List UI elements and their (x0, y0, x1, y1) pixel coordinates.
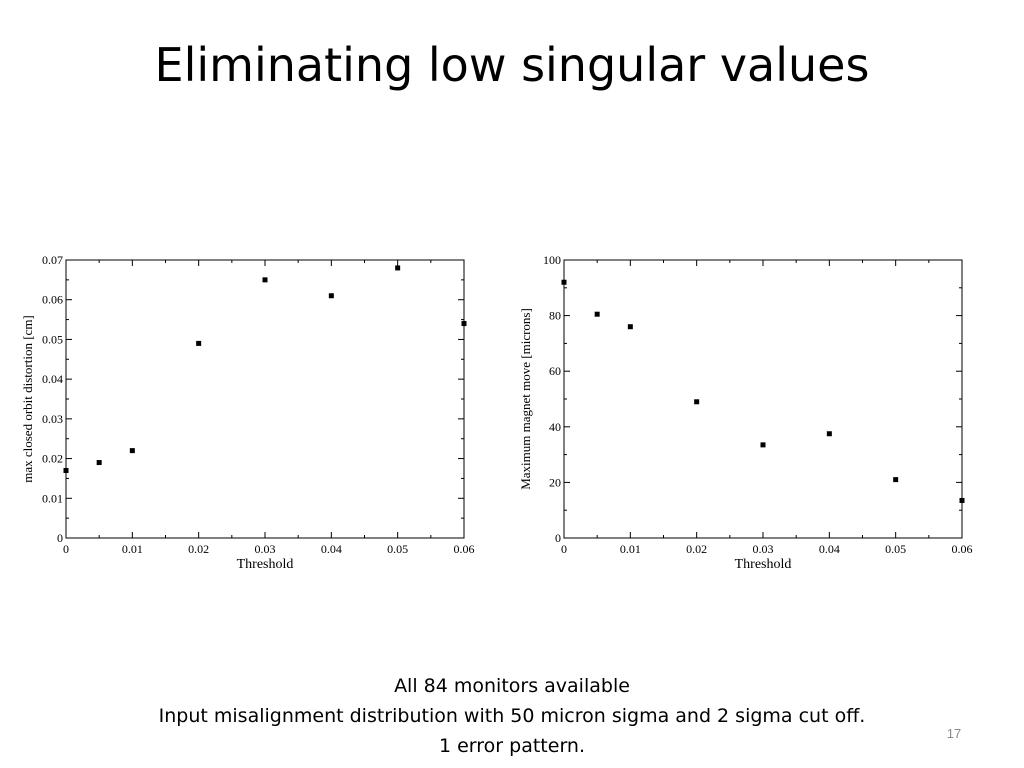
chart1-y-tick-label: 0.05 (42, 332, 63, 346)
chart1-data-point (196, 340, 202, 346)
chart-orbit-distortion-svg: 0 0.01 0.02 0.03 0.04 0.05 0.06 0 0.01 0.02 0.03 0.… (20, 253, 475, 572)
chart1-x-tick-label: 0.06 (454, 542, 475, 556)
chart2-x-tick-label: 0.05 (885, 542, 906, 556)
chart2-y-tick-label: 0 (555, 531, 561, 545)
chart1-data-point (461, 321, 467, 327)
chart1-y-tick-label: 0.06 (42, 293, 63, 307)
chart1-data-point (262, 277, 268, 283)
chart1-data-point (63, 467, 69, 473)
chart1-data-point (96, 460, 102, 466)
chart2-data-point (760, 442, 766, 448)
chart2-y-tick-label: 80 (549, 309, 561, 323)
chart2-data-point (893, 477, 899, 483)
chart2-x-tick-label: 0.02 (686, 542, 707, 556)
chart2-y-axis-label: Maximum magnet move [microns] (518, 308, 533, 490)
chart2-data-point (594, 311, 600, 317)
chart2-x-tick-label: 0 (561, 542, 567, 556)
chart1-x-tick-label: 0.01 (122, 542, 143, 556)
chart1-data-point (395, 265, 401, 271)
chart2-y-tick-label: 100 (543, 253, 561, 267)
chart2-data-point (561, 279, 567, 285)
chart1-y-tick-label: 0.01 (42, 491, 63, 505)
slide-title: Eliminating low singular values (154, 38, 870, 92)
chart1-y-tick-label: 0.02 (42, 452, 63, 466)
chart2-x-tick-label: 0.04 (819, 542, 840, 556)
chart1-x-tick-label: 0.04 (321, 542, 342, 556)
page-number: 17 (946, 726, 962, 741)
chart1-y-axis-label: max closed orbit distortion [cm] (20, 315, 35, 483)
chart2-data-point (627, 324, 633, 330)
chart1-plot-frame (65, 259, 465, 539)
chart2-data-point (826, 431, 832, 437)
chart2-y-tick-label: 20 (549, 475, 561, 489)
chart2-y-tick-label: 40 (549, 420, 561, 434)
chart2-x-tick-label: 0.01 (620, 542, 641, 556)
chart1-y-tick-label: 0.04 (42, 372, 63, 386)
chart-magnet-move-svg: 0 0.01 0.02 0.03 0.04 0.05 0.06 0 20 40 60 80 100 Thr… (518, 253, 973, 572)
chart1-x-tick-label: 0.05 (387, 542, 408, 556)
chart1-x-tick-label: 0.03 (255, 542, 276, 556)
chart-orbit-distortion: 0 0.01 0.02 0.03 0.04 0.05 0.06 0 0.01 0.02 0.03 0.… (14, 248, 494, 578)
chart1-y-tick-label: 0.07 (42, 253, 63, 267)
chart1-data-point (129, 448, 135, 454)
chart1-y-tick-label: 0.03 (42, 412, 63, 426)
chart-magnet-move: 0 0.01 0.02 0.03 0.04 0.05 0.06 0 20 40 60 80 100 Thr… (512, 248, 992, 578)
chart2-data-point (959, 497, 965, 503)
chart2-data-point (694, 399, 700, 405)
chart1-x-axis-label: Threshold (237, 557, 294, 572)
chart1-x-tick-label: 0 (63, 542, 69, 556)
caption-line-1: All 84 monitors available (394, 675, 630, 697)
chart1-data-point (328, 293, 334, 299)
chart2-x-tick-label: 0.03 (753, 542, 774, 556)
chart1-y-tick-label: 0 (57, 531, 63, 545)
chart2-x-tick-label: 0.06 (952, 542, 973, 556)
chart1-x-tick-label: 0.02 (188, 542, 209, 556)
caption-line-3: 1 error pattern. (438, 735, 586, 757)
caption-line-2: Input misalignment distribution with 50 … (158, 705, 866, 727)
chart2-y-tick-label: 60 (549, 364, 561, 378)
chart2-x-axis-label: Threshold (735, 557, 792, 572)
chart2-plot-frame (563, 259, 963, 539)
